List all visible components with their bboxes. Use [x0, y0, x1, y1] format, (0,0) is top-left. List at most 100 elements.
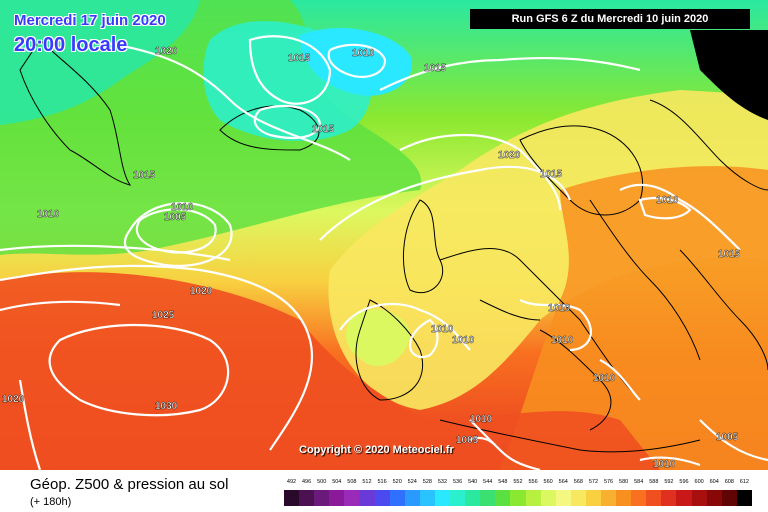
color-scale-tick-label: 516	[377, 479, 387, 485]
map-title: Géop. Z500 & pression au sol	[30, 476, 229, 493]
color-scale-tick-label: 588	[649, 479, 659, 485]
isobar-label: 1005	[164, 212, 187, 223]
isobar-label: 1020	[498, 150, 521, 161]
color-scale-swatch	[600, 490, 617, 506]
copyright-notice: Copyright © 2020 Meteociel.fr	[299, 444, 454, 456]
isobar-label: 1005	[716, 432, 739, 443]
color-scale-swatch	[691, 490, 707, 506]
color-scale-tick-label: 560	[543, 479, 553, 485]
isobar-label: 1010	[593, 373, 616, 384]
color-scale-tick-label: 492	[286, 479, 297, 485]
color-scale-swatch	[374, 490, 390, 506]
color-scale-tick-label: 576	[603, 479, 614, 485]
color-scale-swatch	[646, 490, 662, 506]
color-scale-swatch	[721, 490, 737, 506]
isobars	[0, 35, 768, 470]
isobar-label: 1010	[656, 195, 679, 206]
color-scale-swatch	[299, 490, 315, 506]
isobar-label: 1010	[548, 303, 571, 314]
color-scale-swatch	[525, 490, 541, 506]
color-scale-swatch	[419, 490, 435, 506]
color-scale-swatch	[359, 490, 375, 506]
color-scale-swatch	[676, 490, 692, 506]
isobar-label: 1010	[551, 335, 574, 346]
forecast-range: (+ 180h)	[30, 496, 72, 508]
color-scale-swatch	[510, 490, 526, 506]
isobar-label: 1030	[155, 401, 178, 412]
isobar-label: 1005	[456, 435, 479, 446]
isobar-label: 1020	[190, 286, 213, 297]
color-scale-swatch	[661, 490, 677, 506]
color-scale-tick-label: 548	[498, 479, 508, 485]
color-scale-tick-label: 584	[634, 479, 644, 485]
color-scale-swatch	[570, 490, 586, 506]
isobar-label: 1025	[152, 310, 175, 321]
isobar-label: 1015	[424, 63, 447, 74]
isobar-label: 1010	[171, 202, 194, 213]
color-scale-tick-label: 604	[709, 479, 719, 485]
color-scale-tick-label: 508	[347, 479, 357, 485]
color-scale-tick-label: 520	[392, 479, 402, 485]
color-scale-swatch	[434, 490, 451, 506]
isobar-label: 1015	[718, 249, 741, 260]
color-scale-swatch	[344, 490, 360, 506]
color-scale-tick-label: 592	[664, 479, 674, 485]
color-scale-tick-label: 512	[362, 479, 372, 485]
isobar-label: 1020	[2, 394, 25, 405]
isobar-label: 1010	[452, 335, 475, 346]
color-scale-tick-label: 596	[679, 479, 689, 485]
color-scale-bar	[284, 490, 752, 506]
run-info-box: Run GFS 6 Z du Mercredi 10 juin 2020	[470, 9, 750, 29]
color-scale-swatch	[480, 490, 496, 506]
isobar-label: 1010	[470, 414, 493, 425]
color-scale-swatch	[450, 490, 466, 506]
isobar-label: 1010	[37, 209, 60, 220]
color-scale-swatch	[329, 490, 345, 506]
color-scale-swatch	[631, 490, 647, 506]
legend-footer: Géop. Z500 & pression au sol (+ 180h) 49…	[0, 470, 768, 512]
color-scale-tick-label: 540	[468, 479, 478, 485]
color-scale-swatch	[555, 490, 571, 506]
color-scale-ticks: 492 496 500 504 508 512 516 520 524 528 532 536 540 5…	[284, 479, 752, 489]
color-scale-swatch	[616, 490, 632, 506]
color-scale-tick-label: 532	[437, 479, 448, 485]
color-scale-tick-label: 544	[483, 479, 493, 485]
color-scale-tick-label: 564	[558, 479, 568, 485]
color-scale-tick-label: 608	[724, 479, 734, 485]
hot-zone-south	[0, 272, 660, 470]
color-scale-tick-label: 536	[452, 479, 463, 485]
color-scale-tick-label: 580	[619, 479, 629, 485]
color-scale-swatch	[736, 490, 752, 506]
forecast-time: 20:00 locale	[14, 34, 128, 56]
isobar-label: 1010	[653, 459, 676, 470]
isobar-label: 1015	[312, 124, 335, 135]
color-scale-tick-label: 500	[317, 479, 327, 485]
color-scale-swatch	[585, 490, 601, 506]
color-scale-tick-label: 496	[302, 479, 312, 485]
color-scale-swatch	[706, 490, 722, 506]
trough-core	[300, 27, 412, 96]
color-scale-swatch	[495, 490, 511, 506]
warm-zone-east	[500, 166, 768, 470]
color-scale-tick-label: 572	[588, 479, 599, 485]
isobar-label: 1020	[155, 46, 178, 57]
forecast-date: Mercredi 17 juin 2020	[14, 12, 166, 29]
color-scale-swatch	[465, 490, 481, 506]
color-scale-swatch	[314, 490, 330, 506]
color-scale-swatch	[404, 490, 420, 506]
color-scale-tick-label: 568	[573, 479, 583, 485]
color-scale-tick-label: 556	[528, 479, 538, 485]
color-scale-tick-label: 612	[739, 479, 749, 485]
isobar-label: 1010	[431, 324, 454, 335]
color-scale-tick-label: 504	[332, 479, 342, 485]
color-scale-tick-label: 528	[422, 479, 432, 485]
dark-area-northeast	[690, 30, 768, 120]
color-scale-tick-label: 600	[694, 479, 704, 485]
isobar-label: 1010	[352, 48, 375, 59]
isobar-label: 1015	[540, 169, 563, 180]
color-scale-swatch	[284, 490, 300, 506]
isobar-label: 1015	[133, 170, 156, 181]
